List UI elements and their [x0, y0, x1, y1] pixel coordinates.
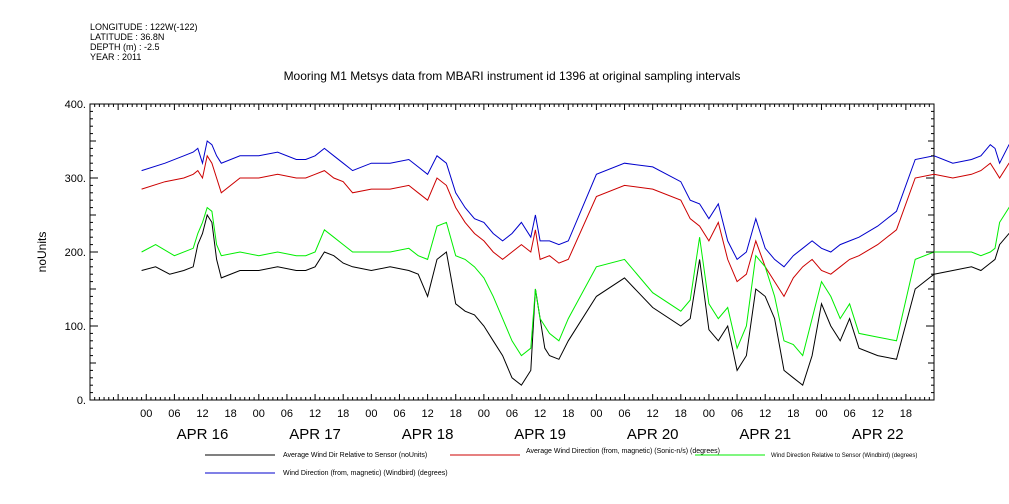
x-tick-label: 00 [365, 408, 377, 420]
x-tick-label: 06 [168, 408, 180, 420]
legend: Average Wind Dir Relative to Sensor (noU… [205, 448, 917, 477]
y-tick-label: 400. [65, 99, 86, 111]
x-tick-label: 00 [140, 408, 152, 420]
x-day-label: APR 20 [627, 426, 679, 443]
y-tick-label: 300. [65, 173, 86, 185]
y-tick-label: 200. [65, 247, 86, 259]
series-line-1 [141, 154, 1009, 298]
x-tick-label: 12 [759, 408, 771, 420]
series-line-0 [141, 213, 1009, 387]
x-day-label: APR 22 [852, 426, 904, 443]
x-tick-label: 00 [478, 408, 490, 420]
x-tick-label: 12 [309, 408, 321, 420]
x-tick-label: 12 [647, 408, 659, 420]
x-tick-label: 18 [337, 408, 349, 420]
metadata-header: LONGITUDE : 122W(-122) LATITUDE : 36.8N … [90, 22, 198, 62]
x-day-label: APR 18 [402, 426, 454, 443]
metadata-line-depth: DEPTH (m) : -2.5 [90, 42, 160, 52]
x-tick-label: 06 [618, 408, 630, 420]
legend-label-green: Wind Direction Relative to Sensor (Windb… [771, 453, 917, 459]
x-day-label: APR 19 [514, 426, 566, 443]
x-tick-label: 12 [872, 408, 884, 420]
legend-label-red-text: Average Wind Direction (from, magnetic) … [526, 448, 720, 455]
x-day-label: APR 16 [177, 426, 229, 443]
series-layer [141, 140, 1009, 387]
x-tick-label: 00 [703, 408, 715, 420]
x-tick-label: 18 [675, 408, 687, 420]
y-axis-label: noUnits [35, 232, 49, 273]
legend-label-black: Average Wind Dir Relative to Sensor (noU… [283, 452, 427, 459]
x-tick-label: 18 [900, 408, 912, 420]
x-tick-label: 00 [590, 408, 602, 420]
y-tick-label: 0. [77, 395, 86, 407]
metadata-line-latitude: LATITUDE : 36.8N [90, 32, 164, 42]
x-tick-label: 06 [506, 408, 518, 420]
x-tick-label: 18 [450, 408, 462, 420]
x-tick-label: 12 [534, 408, 546, 420]
x-tick-label: 18 [787, 408, 799, 420]
x-tick-label: 06 [393, 408, 405, 420]
series-line-3 [141, 140, 1009, 268]
series-line-2 [141, 206, 1009, 357]
x-tick-label: 12 [196, 408, 208, 420]
x-day-label: APR 17 [289, 426, 341, 443]
x-tick-label: 06 [281, 408, 293, 420]
x-tick-label: 18 [225, 408, 237, 420]
metadata-line-year: YEAR : 2011 [90, 52, 141, 62]
x-tick-label: 06 [843, 408, 855, 420]
x-tick-label: 00 [815, 408, 827, 420]
x-tick-label: 18 [562, 408, 574, 420]
x-tick-label: 12 [421, 408, 433, 420]
x-axis: 00 06 12 18 00 06 12 18 00 06 12 18 00 06 12 18 00 06 12 18… [89, 104, 935, 443]
legend-label-red: Average Wind Direction (from, magnetic) … [526, 448, 720, 455]
legend-label-blue: Wind Direction (from, magnetic) (Windbir… [283, 470, 448, 477]
x-tick-label: 06 [731, 408, 743, 420]
chart-title: Mooring M1 Metsys data from MBARI instru… [284, 69, 741, 83]
y-axis: 0. 100. 200. 300. 400. [65, 99, 934, 407]
metadata-line-longitude: LONGITUDE : 122W(-122) [90, 22, 198, 32]
y-tick-label: 100. [65, 321, 86, 333]
x-day-label: APR 21 [739, 426, 791, 443]
x-tick-label: 00 [253, 408, 265, 420]
